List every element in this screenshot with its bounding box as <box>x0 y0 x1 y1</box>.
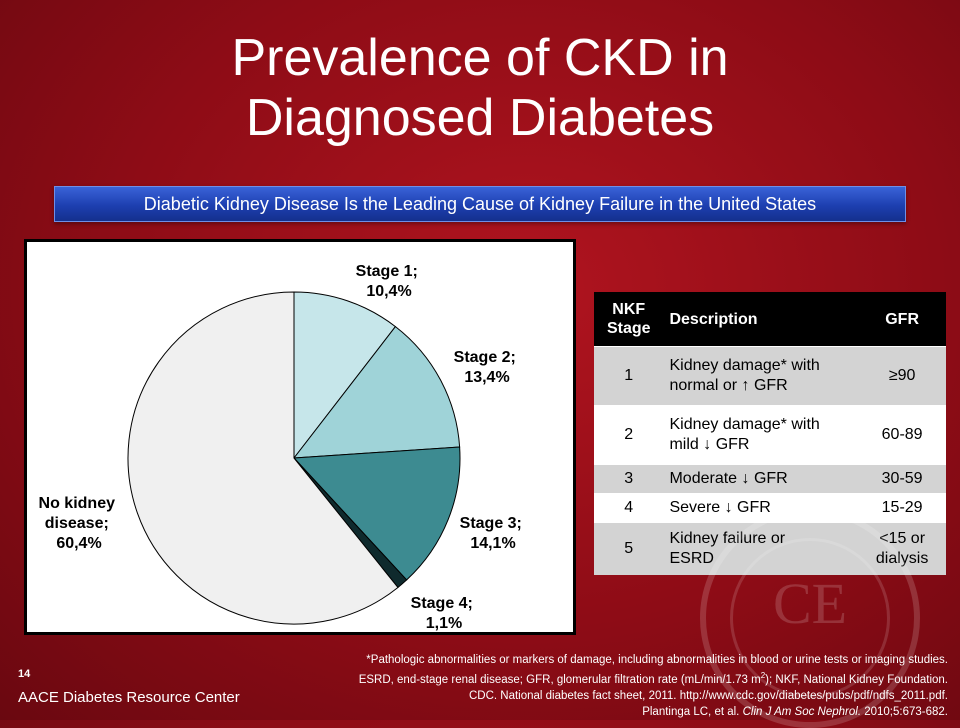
arrow-down-icon: ↓ <box>703 436 712 453</box>
slide-number: 14 <box>18 668 31 680</box>
cell-stage: 1 <box>594 346 664 406</box>
header-stage: NKF Stage <box>594 292 664 347</box>
slice-label-stage3: Stage 3; 14,1% <box>460 515 527 552</box>
organization-name: AACE Diabetes Resource Center <box>18 689 240 706</box>
arrow-down-icon: ↓ <box>741 470 750 487</box>
arrow-up-icon: ↑ <box>741 377 750 394</box>
footnote: *Pathologic abnormalities or markers of … <box>248 652 948 720</box>
pie-chart-panel: Stage 1; 10,4% Stage 2; 13,4% Stage 3; 1… <box>24 239 576 635</box>
slide-title: Prevalence of CKD in Diagnosed Diabetes <box>0 28 960 148</box>
slice-label-no-disease: No kidney disease; 60,4% <box>39 495 120 552</box>
pie-slice-stage3 <box>292 446 461 581</box>
pie-slice-stage2 <box>292 325 461 459</box>
slice-label-stage4: Stage 4; 1,1% <box>411 595 478 632</box>
table-row: 4 Severe ↓ GFR 15-29 <box>594 493 946 523</box>
cell-description: Kidney damage* with normal or ↑ GFR <box>663 346 859 406</box>
footnote-line-4: Plantinga LC, et al. Clin J Am Soc Nephr… <box>642 705 948 718</box>
header-gfr: GFR <box>858 292 946 347</box>
table-header-row: NKF Stage Description GFR <box>594 292 946 347</box>
pie-chart: Stage 1; 10,4% Stage 2; 13,4% Stage 3; 1… <box>39 263 527 632</box>
title-line-2: Diagnosed Diabetes <box>245 89 715 147</box>
subtitle-banner: Diabetic Kidney Disease Is the Leading C… <box>54 186 906 222</box>
cell-gfr: 15-29 <box>858 493 946 523</box>
pie-slice-no-disease <box>127 291 399 625</box>
cell-stage: 3 <box>594 464 664 494</box>
footnote-line-2: ESRD, end-stage renal disease; GFR, glom… <box>358 671 948 686</box>
cell-description: Moderate ↓ GFR <box>663 464 859 494</box>
cell-stage: 4 <box>594 493 664 523</box>
cell-stage: 2 <box>594 405 664 465</box>
slice-label-stage2: Stage 2; 13,4% <box>454 349 521 386</box>
cell-gfr: 60-89 <box>858 405 946 465</box>
cell-gfr: ≥90 <box>858 346 946 406</box>
arrow-down-icon: ↓ <box>724 499 733 516</box>
table-row: 3 Moderate ↓ GFR 30-59 <box>594 464 946 494</box>
pie-slice-stage1 <box>293 291 397 460</box>
cell-gfr: 30-59 <box>858 464 946 494</box>
slice-label-stage1: Stage 1; 10,4% <box>356 263 423 300</box>
cell-stage: 5 <box>594 522 664 575</box>
cell-description: Kidney damage* with mild ↓ GFR <box>663 405 859 465</box>
table-row: 1 Kidney damage* with normal or ↑ GFR ≥9… <box>594 346 946 406</box>
footnote-line-1: *Pathologic abnormalities or markers of … <box>366 654 948 666</box>
header-description: Description <box>663 292 859 347</box>
table-row: 2 Kidney damage* with mild ↓ GFR 60-89 <box>594 405 946 465</box>
title-line-1: Prevalence of CKD in <box>231 29 729 87</box>
footnote-line-3: CDC. National diabetes fact sheet, 2011.… <box>468 689 948 702</box>
